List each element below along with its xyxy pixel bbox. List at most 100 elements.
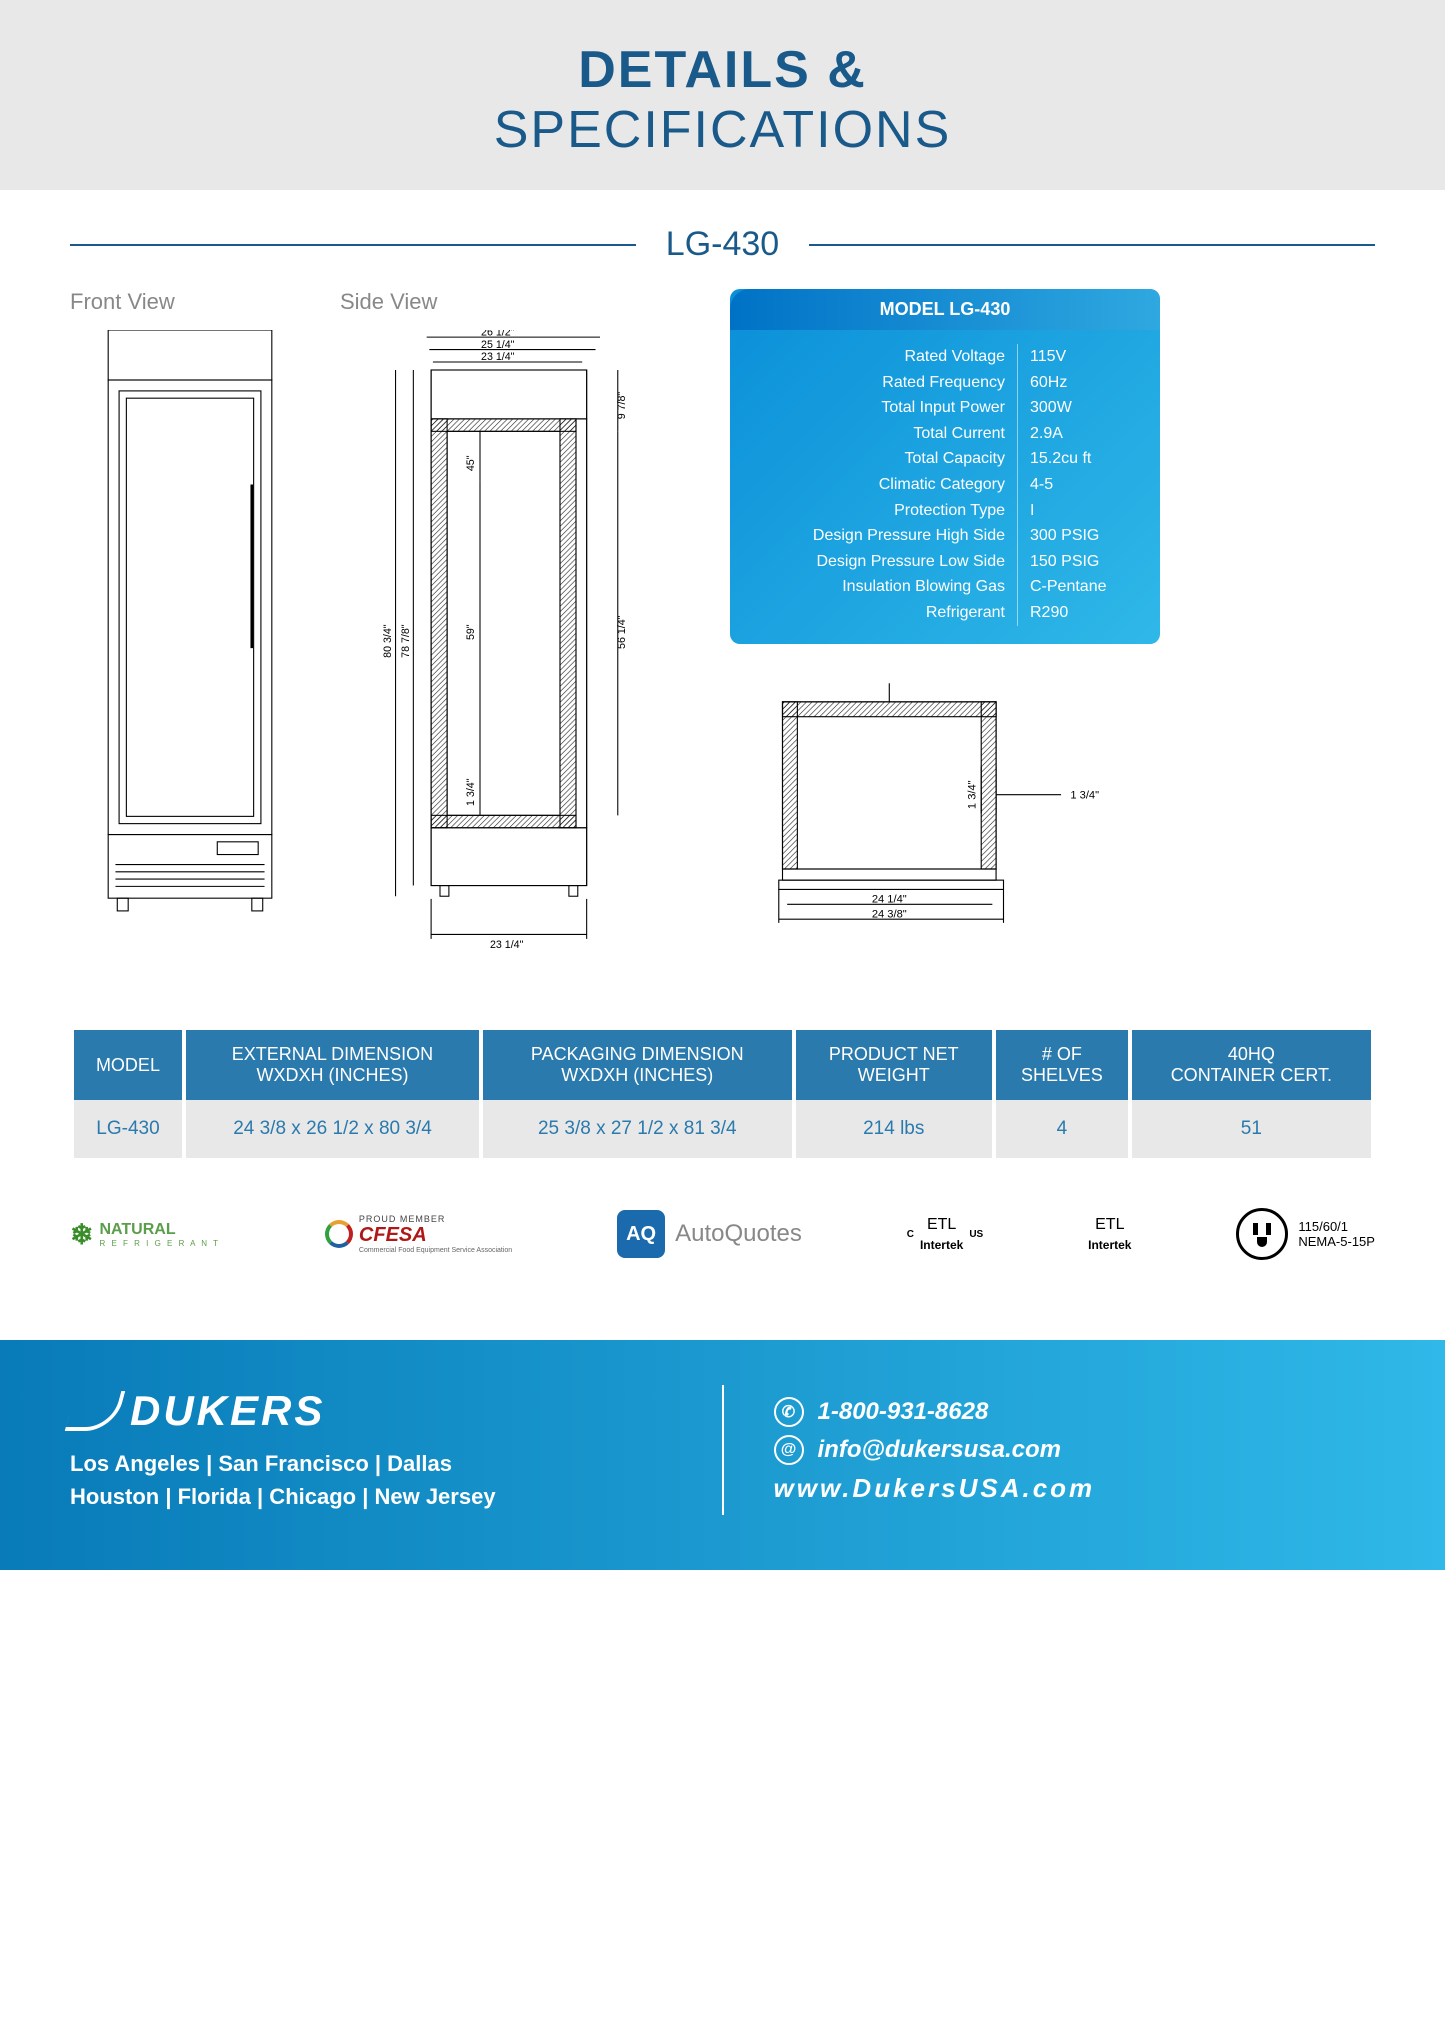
title-line1: DETAILS & — [578, 41, 867, 99]
dim-bottom: 23 1/4" — [490, 939, 524, 951]
swoosh-icon — [65, 1391, 126, 1431]
dim-inner-top: 45" — [465, 455, 477, 471]
spec-table-header: PRODUCT NETWEIGHT — [796, 1030, 992, 1100]
cities-line1: Los Angeles | San Francisco | Dallas — [70, 1451, 452, 1476]
spec-row: Design Pressure Low Side150 PSIG — [752, 549, 1138, 575]
spec-table-cell: 214 lbs — [796, 1100, 992, 1158]
dim-top-right-inner: 1 3/4" — [967, 780, 979, 809]
spec-val: R290 — [1018, 600, 1138, 626]
spec-val: 150 PSIG — [1018, 549, 1138, 575]
footer-phone-row: ✆ 1-800-931-8628 — [774, 1397, 1376, 1427]
dim-left1: 80 3/4" — [382, 624, 394, 658]
spec-table-cell: 25 3/8 x 27 1/2 x 81 3/4 — [483, 1100, 791, 1158]
spec-card-body: Rated Voltage115VRated Frequency60HzTota… — [730, 330, 1160, 644]
dim-inner-bot: 1 3/4" — [465, 778, 477, 806]
email-icon: @ — [774, 1435, 804, 1465]
plug-line2: NEMA-5-15P — [1298, 1234, 1375, 1249]
side-view-col: Side View 26 1/2" 25 1/4" 23 1/4" — [340, 289, 700, 970]
spec-val: 115V — [1018, 344, 1138, 370]
footer-divider — [722, 1385, 724, 1515]
footer-email: info@dukersusa.com — [818, 1436, 1061, 1464]
footer-phone: 1-800-931-8628 — [818, 1398, 989, 1426]
spec-table-cell: 4 — [996, 1100, 1128, 1158]
front-view-col: Front View — [70, 289, 310, 930]
natural-main: NATURAL — [99, 1221, 175, 1238]
natural-refrigerant-badge: ❄ NATURAL R E F R I G E R A N T — [70, 1218, 220, 1251]
spec-row: Protection TypeI — [752, 498, 1138, 524]
cities-line2: Houston | Florida | Chicago | New Jersey — [70, 1484, 496, 1509]
certifications-row: ❄ NATURAL R E F R I G E R A N T PROUD ME… — [70, 1208, 1375, 1260]
spec-table-data-row: LG-43024 3/8 x 26 1/2 x 80 3/425 3/8 x 2… — [74, 1100, 1371, 1158]
cfesa-sub: Commercial Food Equipment Service Associ… — [359, 1247, 512, 1254]
footer-cities: Los Angeles | San Francisco | Dallas Hou… — [70, 1447, 672, 1513]
spec-key: Protection Type — [752, 498, 1018, 524]
spec-val: 4-5 — [1018, 472, 1138, 498]
spec-card-header: MODEL LG-430 — [730, 289, 1160, 330]
footer-left: DUKERS Los Angeles | San Francisco | Dal… — [70, 1387, 672, 1513]
phone-icon: ✆ — [774, 1397, 804, 1427]
dim-top-bot2: 24 3/8" — [872, 908, 907, 920]
spec-table-cell: LG-430 — [74, 1100, 182, 1158]
footer-email-row: @ info@dukersusa.com — [774, 1435, 1376, 1465]
spec-row: Total Input Power300W — [752, 395, 1138, 421]
spec-row: Design Pressure High Side300 PSIG — [752, 523, 1138, 549]
right-column: MODEL LG-430 Rated Voltage115VRated Freq… — [730, 289, 1375, 934]
cfesa-badge: PROUD MEMBER CFESA Commercial Food Equip… — [325, 1214, 512, 1254]
side-view-label: Side View — [340, 289, 700, 315]
side-view-diagram: 26 1/2" 25 1/4" 23 1/4" — [340, 330, 700, 970]
rule-right — [809, 244, 1375, 246]
spec-val: 300W — [1018, 395, 1138, 421]
dim-left2: 78 7/8" — [400, 624, 412, 658]
header-band: DETAILS & SPECIFICATIONS — [0, 0, 1445, 190]
dim-right1: 9 7/8" — [616, 392, 628, 420]
etl-sanitation-badge: ETL Intertek — [1088, 1216, 1131, 1252]
dim-top1: 26 1/2" — [481, 330, 515, 338]
spec-table-header: PACKAGING DIMENSIONWXDXH (INCHES) — [483, 1030, 791, 1100]
top-view-diagram: 1 3/4" 1 3/4" 24 1/4" 24 3/8" — [730, 674, 1160, 934]
front-view-label: Front View — [70, 289, 310, 315]
cfesa-main: CFESA — [359, 1224, 427, 1246]
dim-top3: 23 1/4" — [481, 351, 515, 363]
spec-val: 2.9A — [1018, 421, 1138, 447]
brand-name: DUKERS — [130, 1387, 325, 1435]
spec-key: Design Pressure Low Side — [752, 549, 1018, 575]
etl-intertek-2: Intertek — [1088, 1238, 1131, 1252]
spec-val: 300 PSIG — [1018, 523, 1138, 549]
spec-table-header-row: MODELEXTERNAL DIMENSIONWXDXH (INCHES)PAC… — [74, 1030, 1371, 1100]
model-title-row: LG-430 — [70, 225, 1375, 264]
etl-circle-icon: ETL — [920, 1216, 963, 1234]
title-line2: SPECIFICATIONS — [494, 101, 952, 159]
spec-table: MODELEXTERNAL DIMENSIONWXDXH (INCHES)PAC… — [70, 1030, 1375, 1158]
spec-row: Rated Voltage115V — [752, 344, 1138, 370]
plug-icon — [1236, 1208, 1288, 1260]
dim-top-bot1: 24 1/4" — [872, 893, 907, 905]
plug-spec: 115/60/1 NEMA-5-15P — [1236, 1208, 1375, 1260]
footer-web: www.DukersUSA.com — [774, 1473, 1376, 1504]
spec-key: Refrigerant — [752, 600, 1018, 626]
spec-val: 60Hz — [1018, 370, 1138, 396]
footer-logo: DUKERS — [70, 1387, 672, 1435]
spec-table-header: 40HQCONTAINER CERT. — [1132, 1030, 1371, 1100]
footer: DUKERS Los Angeles | San Francisco | Dal… — [0, 1340, 1445, 1570]
spec-key: Total Input Power — [752, 395, 1018, 421]
aq-text: AutoQuotes — [675, 1220, 802, 1248]
spec-val: C-Pentane — [1018, 574, 1138, 600]
spec-table-cell: 24 3/8 x 26 1/2 x 80 3/4 — [186, 1100, 479, 1158]
spec-key: Climatic Category — [752, 472, 1018, 498]
snowflake-icon: ❄ — [70, 1218, 93, 1251]
spec-val: I — [1018, 498, 1138, 524]
spec-key: Rated Voltage — [752, 344, 1018, 370]
spec-val: 15.2cu ft — [1018, 446, 1138, 472]
model-name: LG-430 — [636, 225, 809, 264]
dim-top2: 25 1/4" — [481, 339, 515, 351]
cfesa-pm: PROUD MEMBER — [359, 1214, 512, 1224]
dim-right2: 56 1/4" — [616, 615, 628, 649]
spec-row: Total Current2.9A — [752, 421, 1138, 447]
page-title: DETAILS & SPECIFICATIONS — [0, 40, 1445, 160]
spec-table-cell: 51 — [1132, 1100, 1371, 1158]
footer-right: ✆ 1-800-931-8628 @ info@dukersusa.com ww… — [774, 1397, 1376, 1504]
autoquotes-badge: AQ AutoQuotes — [617, 1210, 802, 1258]
etl-us: US — [969, 1229, 983, 1240]
spec-key: Total Current — [752, 421, 1018, 447]
natural-sub: R E F R I G E R A N T — [99, 1239, 220, 1248]
